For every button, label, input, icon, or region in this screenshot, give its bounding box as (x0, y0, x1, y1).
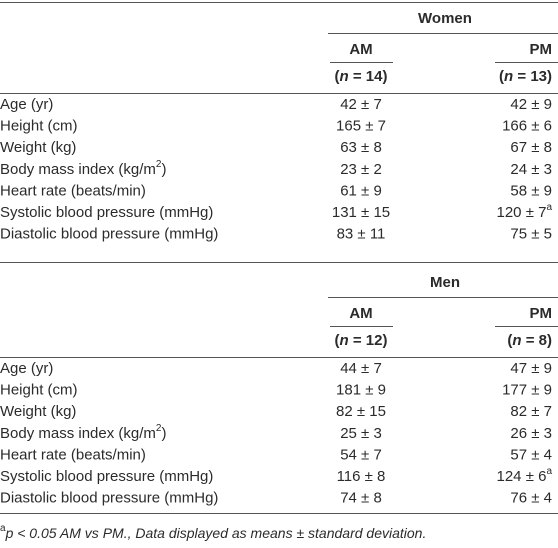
cell-value: 67 ± 8 (510, 139, 552, 156)
column-n: (n = 12) (335, 332, 388, 349)
group-header: Women (418, 10, 472, 27)
text-run: ( (335, 332, 340, 349)
cell-value: 63 ± 8 (340, 139, 382, 156)
text-run: = 12) (349, 332, 388, 349)
text-run: Body mass index (kg/m (0, 161, 156, 178)
cell-value: 124 ± 6a (497, 466, 553, 485)
text-run: n (504, 68, 513, 85)
cell-value: 181 ± 9 (336, 382, 386, 399)
text-run: = 8) (522, 332, 552, 349)
row-label: Heart rate (beats/min) (0, 446, 146, 463)
cell-value: 58 ± 9 (510, 182, 552, 199)
cell-value: 76 ± 4 (510, 490, 552, 507)
footnote: ap < 0.05 AM vs PM., Data displayed as m… (0, 523, 426, 541)
text-run: a (546, 466, 552, 477)
text-run: p < 0.05 AM vs PM., (5, 525, 132, 541)
cell-value: 74 ± 8 (340, 490, 382, 507)
text-run: 120 ± 7 (497, 204, 547, 221)
column-n: (n = 8) (507, 332, 552, 349)
text-run: = 13) (513, 68, 552, 85)
text-run: n (340, 332, 349, 349)
row-label: Body mass index (kg/m2) (0, 159, 166, 178)
row-label: Age (yr) (0, 360, 53, 377)
cell-value: 131 ± 15 (332, 204, 390, 221)
row-label: Heart rate (beats/min) (0, 182, 146, 199)
cell-value: 23 ± 2 (340, 161, 382, 178)
cell-value: 61 ± 9 (340, 182, 382, 199)
cell-value: 57 ± 4 (510, 446, 552, 463)
cell-value: 42 ± 9 (510, 96, 552, 113)
text-run: n (340, 68, 349, 85)
row-label: Systolic blood pressure (mmHg) (0, 468, 213, 485)
row-label: Weight (kg) (0, 139, 76, 156)
row-label: Age (yr) (0, 96, 53, 113)
cell-value: 25 ± 3 (340, 425, 382, 442)
cell-value: 82 ± 7 (510, 403, 552, 420)
cell-value: 166 ± 6 (502, 118, 552, 135)
column-header: PM (530, 305, 553, 322)
row-label: Body mass index (kg/m2) (0, 423, 166, 442)
column-header: PM (530, 41, 553, 58)
text-run: 2 (156, 423, 162, 434)
text-run: ( (499, 68, 504, 85)
cell-value: 177 ± 9 (502, 382, 552, 399)
row-label: Height (cm) (0, 118, 78, 135)
cell-value: 75 ± 5 (510, 226, 552, 243)
cell-value: 24 ± 3 (510, 161, 552, 178)
cell-value: 165 ± 7 (336, 118, 386, 135)
text-run: n (512, 332, 521, 349)
cell-value: 83 ± 11 (337, 226, 386, 243)
column-header: AM (349, 305, 372, 322)
cell-value: 47 ± 9 (510, 360, 552, 377)
cell-value: 54 ± 7 (340, 446, 382, 463)
text-run: a (546, 202, 552, 213)
cell-value: 120 ± 7a (497, 202, 553, 221)
row-label: Diastolic blood pressure (mmHg) (0, 226, 218, 243)
text-run: 2 (156, 159, 162, 170)
row-label: Systolic blood pressure (mmHg) (0, 204, 213, 221)
cell-value: 82 ± 15 (336, 403, 386, 420)
row-label: Height (cm) (0, 382, 78, 399)
row-label: Diastolic blood pressure (mmHg) (0, 490, 218, 507)
text-run: 124 ± 6 (497, 468, 547, 485)
group-header: Men (430, 274, 460, 291)
cell-value: 26 ± 3 (510, 425, 552, 442)
cell-value: 44 ± 7 (340, 360, 382, 377)
text-run: = 14) (349, 68, 388, 85)
text-run: Data displayed as means ± standard devia… (131, 525, 426, 541)
text-run: ) (161, 425, 166, 442)
row-label: Weight (kg) (0, 403, 76, 420)
cell-value: 116 ± 8 (337, 468, 386, 485)
column-n: (n = 14) (335, 68, 388, 85)
text-run: Body mass index (kg/m (0, 425, 156, 442)
text-run: a (0, 523, 6, 534)
column-n: (n = 13) (499, 68, 552, 85)
column-header: AM (349, 41, 372, 58)
text-run: ( (507, 332, 512, 349)
text-run: ) (161, 161, 166, 178)
text-run: ( (335, 68, 340, 85)
cell-value: 42 ± 7 (340, 96, 382, 113)
